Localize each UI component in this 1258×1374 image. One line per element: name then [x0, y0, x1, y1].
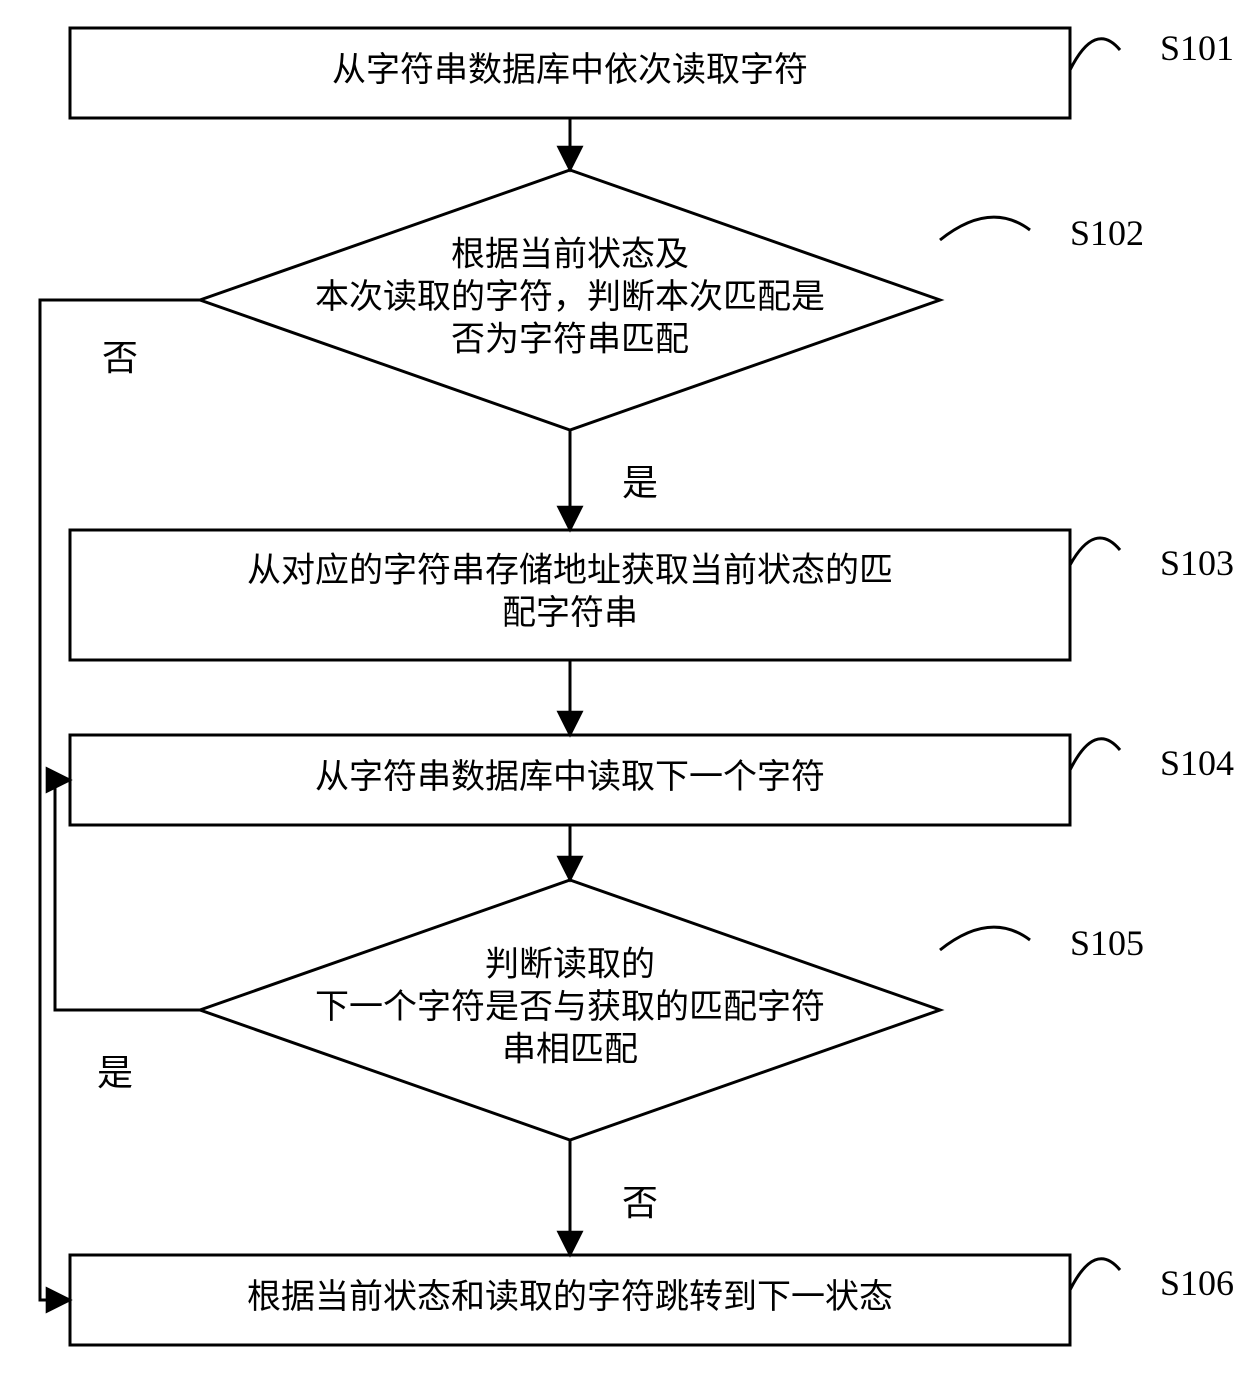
svg-text:串相匹配: 串相匹配 [502, 1030, 638, 1068]
edge-label-e5: 否 [622, 1183, 658, 1223]
svg-text:下一个字符是否与获取的匹配字符: 下一个字符是否与获取的匹配字符 [315, 988, 825, 1026]
tag-leader-5 [1070, 1259, 1120, 1290]
tag-s101: S101 [1160, 28, 1234, 68]
node-s102: 根据当前状态及本次读取的字符，判断本次匹配是否为字符串匹配 [200, 170, 940, 430]
tag-leader-1 [940, 217, 1030, 240]
edge-e6: 否 [40, 300, 200, 1300]
edge-e2: 是 [570, 430, 658, 530]
svg-text:从对应的字符串存储地址获取当前状态的匹: 从对应的字符串存储地址获取当前状态的匹 [247, 552, 893, 590]
tag-leader-2 [1070, 538, 1120, 565]
tag-s103: S103 [1160, 543, 1234, 583]
svg-text:从字符串数据库中读取下一个字符: 从字符串数据库中读取下一个字符 [315, 758, 825, 796]
node-s101: 从字符串数据库中依次读取字符 [70, 28, 1070, 118]
edge-e7: 是 [55, 780, 200, 1093]
node-s105: 判断读取的下一个字符是否与获取的匹配字符串相匹配 [200, 880, 940, 1140]
edge-label-e7: 是 [97, 1053, 133, 1093]
svg-text:本次读取的字符，判断本次匹配是: 本次读取的字符，判断本次匹配是 [315, 278, 825, 316]
node-s106: 根据当前状态和读取的字符跳转到下一状态 [70, 1255, 1070, 1345]
node-s103: 从对应的字符串存储地址获取当前状态的匹配字符串 [70, 530, 1070, 660]
flowchart-svg: 从字符串数据库中依次读取字符 S101 根据当前状态及本次读取的字符，判断本次匹配是… [0, 0, 1258, 1374]
svg-text:根据当前状态和读取的字符跳转到下一状态: 根据当前状态和读取的字符跳转到下一状态 [247, 1278, 893, 1316]
svg-text:配字符串: 配字符串 [502, 594, 638, 632]
tag-s104: S104 [1160, 743, 1234, 783]
edge-label-e6: 否 [102, 338, 138, 378]
tag-s105: S105 [1070, 923, 1144, 963]
svg-text:根据当前状态及: 根据当前状态及 [451, 235, 689, 273]
tag-leader-0 [1070, 39, 1120, 70]
tag-s102: S102 [1070, 213, 1144, 253]
tag-leader-4 [940, 927, 1030, 950]
tag-leader-3 [1070, 739, 1120, 770]
svg-text:从字符串数据库中依次读取字符: 从字符串数据库中依次读取字符 [332, 51, 808, 89]
svg-text:判断读取的: 判断读取的 [485, 945, 655, 983]
node-s104: 从字符串数据库中读取下一个字符 [70, 735, 1070, 825]
edge-e5: 否 [570, 1140, 658, 1255]
svg-text:否为字符串匹配: 否为字符串匹配 [451, 320, 689, 358]
tag-s106: S106 [1160, 1263, 1234, 1303]
edge-label-e2: 是 [622, 463, 658, 503]
